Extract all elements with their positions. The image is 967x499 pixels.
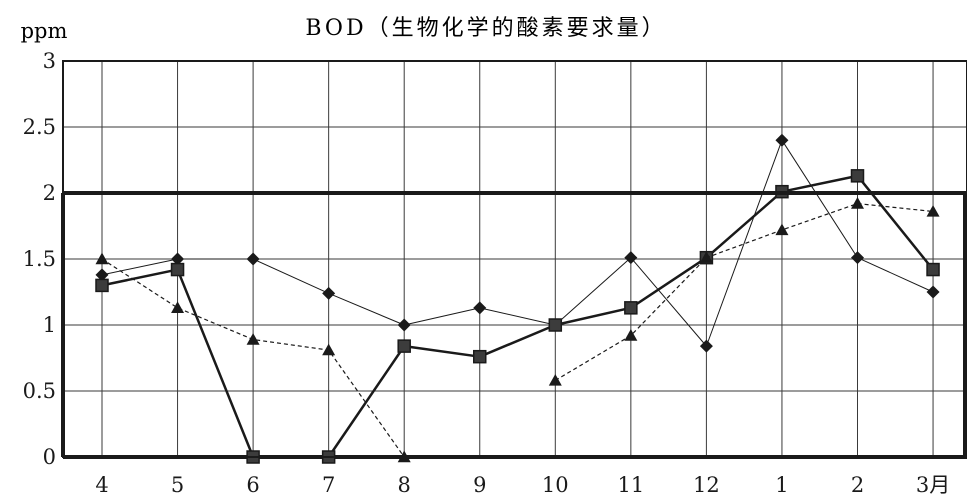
series-1-diamond-marker xyxy=(851,251,864,265)
axis-tick-labels: 00.511.522.534 5 6 7 8 9 10 11 12 1 2 3月 xyxy=(23,49,951,497)
y-tick-label: 2.5 xyxy=(23,115,56,139)
series-1-line xyxy=(101,139,934,347)
chart-title: BOD（生物化学的酸素要求量） xyxy=(305,16,666,41)
y-tick-label: 0 xyxy=(43,445,56,469)
series-1-diamond-marker xyxy=(624,251,638,265)
series-1-diamond-marker xyxy=(322,286,336,300)
series-3-triangle-marker xyxy=(246,333,260,345)
x-tick-label: 5 xyxy=(171,473,184,497)
x-tick-label: 9 xyxy=(473,473,486,497)
series-3-triangle-marker xyxy=(548,373,562,386)
y-tick-label: 1.5 xyxy=(23,247,56,271)
x-tick-label: 1 xyxy=(775,473,788,497)
y-tick-label: 0.5 xyxy=(23,379,56,403)
series-2-square-marker xyxy=(397,339,411,353)
series-3-line xyxy=(554,202,934,381)
series-1-diamond-marker xyxy=(397,318,411,332)
x-tick-label: 10 xyxy=(542,473,569,497)
series-3-triangle-marker xyxy=(775,223,789,236)
plot-frame xyxy=(62,60,967,458)
series-1-diamond-marker xyxy=(775,133,789,147)
series-1-diamond-marker xyxy=(246,252,260,266)
series-2-square-marker xyxy=(926,262,940,277)
series-2-square-marker xyxy=(624,301,638,315)
x-tick-label: 6 xyxy=(246,473,259,497)
series-1-diamond-marker xyxy=(95,268,109,282)
x-tick-label: 12 xyxy=(693,473,720,497)
series-3-triangle-marker xyxy=(624,329,638,341)
x-tick-label: 2 xyxy=(851,473,864,497)
series-3-triangle-marker xyxy=(926,204,940,217)
series-1-diamond-marker xyxy=(171,252,185,266)
series-1-diamond-marker xyxy=(926,285,940,299)
series-2-line xyxy=(101,174,935,459)
x-tick-label: 11 xyxy=(617,473,644,497)
y-tick-label: 1 xyxy=(43,313,56,337)
series-3-triangle-marker xyxy=(699,251,713,263)
series-3-triangle-marker xyxy=(95,252,109,265)
series-1-diamond-marker xyxy=(699,339,713,353)
series-2-square-marker xyxy=(170,262,185,277)
series-3-triangle-marker xyxy=(851,197,864,209)
y-tick-label: 3 xyxy=(43,49,56,73)
series-2-square-marker xyxy=(473,349,487,364)
series-3-triangle-marker xyxy=(322,343,336,356)
y-axis-unit-label: ppm xyxy=(21,19,68,43)
x-tick-label: 8 xyxy=(398,473,411,497)
series-1-diamond-marker xyxy=(473,301,487,315)
x-tick-label: 7 xyxy=(322,473,335,497)
y-tick-label: 2 xyxy=(43,181,56,205)
series-2-square-marker xyxy=(95,278,109,293)
series-2-square-marker xyxy=(850,169,865,183)
x-tick-label: 4 xyxy=(95,473,108,497)
series-2-square-marker xyxy=(548,318,563,332)
series-3-triangle-marker xyxy=(171,301,185,314)
series-layer xyxy=(61,133,967,464)
x-tick-label: 3月 xyxy=(916,473,950,497)
